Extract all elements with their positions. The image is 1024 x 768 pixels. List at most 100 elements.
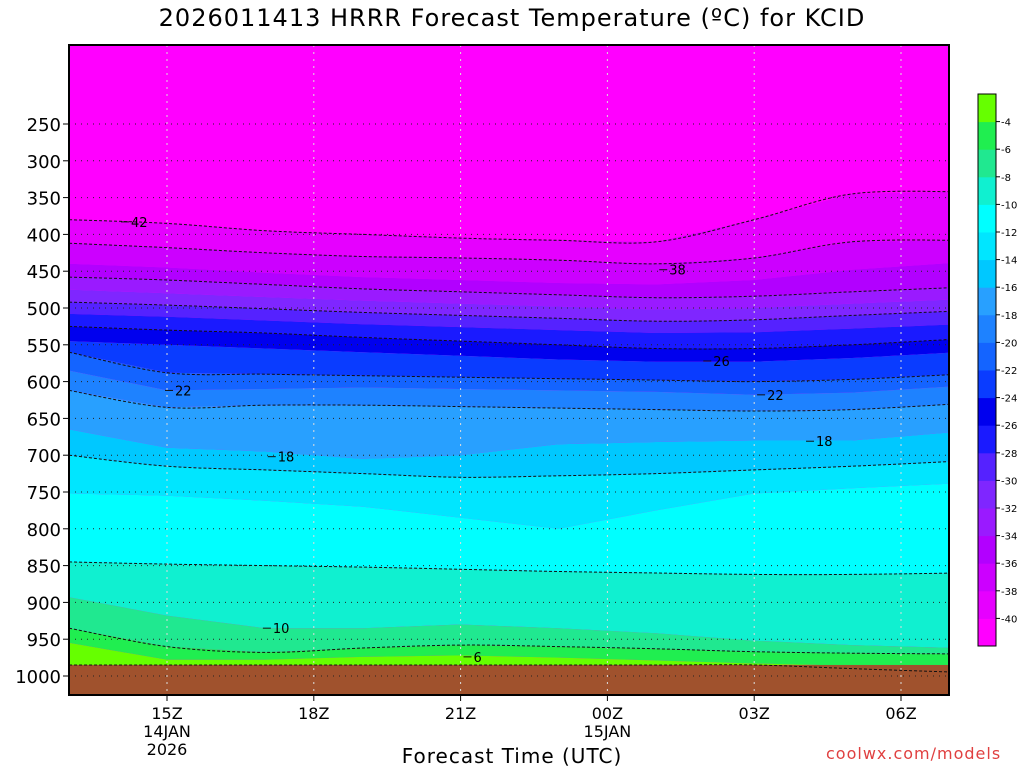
temperature-bands <box>69 191 949 695</box>
y-tick: 900 <box>27 593 69 614</box>
contour-label-text: 22 <box>175 384 192 399</box>
contour-label: 26 <box>703 355 730 370</box>
x-tick: 21Z <box>445 695 476 723</box>
colorbar-tick: -14 <box>996 256 1017 267</box>
isotherm-line <box>69 276 949 299</box>
ground-layer <box>69 664 949 695</box>
contour-label: 22 <box>757 389 784 404</box>
isotherm-line <box>69 627 949 655</box>
y-tick-label: 350 <box>27 189 61 210</box>
temperature-band <box>69 313 949 349</box>
colorbar-tick-label: -26 <box>1001 421 1017 432</box>
x-tick-label: 18Z <box>298 704 329 723</box>
isotherm-line <box>69 301 949 322</box>
colorbar-tick-label: -14 <box>1001 256 1017 267</box>
isotherm-line <box>69 190 949 244</box>
y-tick-label: 750 <box>27 483 61 504</box>
contour-label: 42 <box>120 216 148 231</box>
colorbar-tick-label: -32 <box>1001 504 1017 515</box>
y-tick-label: 800 <box>27 520 61 541</box>
y-tick: 400 <box>27 225 69 246</box>
colorbar-swatch <box>978 232 996 261</box>
contour-label-text: 18 <box>816 435 833 450</box>
colorbar-tick: -38 <box>996 587 1017 598</box>
colorbar-tick-label: -16 <box>1001 283 1017 294</box>
colorbar-tick-label: -30 <box>1001 476 1017 487</box>
x-tick: 03Z <box>739 695 770 723</box>
temperature-band <box>69 326 949 362</box>
y-tick: 250 <box>27 115 69 136</box>
isotherm-line <box>69 561 949 576</box>
temperature-band <box>69 561 949 648</box>
colorbar-tick: -36 <box>996 559 1017 570</box>
y-tick: 700 <box>27 446 69 467</box>
x-tick-label: 15Z <box>151 704 182 723</box>
contour-label: 38 <box>659 264 686 279</box>
temperature-band <box>69 289 949 322</box>
colorbar-swatch <box>978 314 996 343</box>
colorbar-swatch <box>978 342 996 371</box>
colorbar-tick: -32 <box>996 504 1017 515</box>
y-tick-label: 850 <box>27 557 61 578</box>
plot-frame <box>68 44 950 696</box>
colorbar-swatch <box>978 259 996 288</box>
isotherm-line <box>69 454 949 478</box>
colorbar-tick-label: -38 <box>1001 587 1017 598</box>
y-tick-label: 650 <box>27 409 61 430</box>
colorbar-tick: -30 <box>996 476 1017 487</box>
colorbar-swatch <box>978 397 996 426</box>
y-tick: 1000 <box>15 667 69 688</box>
isotherm-line <box>69 389 949 412</box>
y-tick: 600 <box>27 373 69 394</box>
colorbar-tick: -4 <box>996 118 1011 129</box>
colorbar-swatch <box>978 563 996 592</box>
temperature-band <box>69 429 949 478</box>
chart-title: 2026011413 HRRR Forecast Temperature (ºC… <box>158 4 866 32</box>
y-tick: 850 <box>27 557 69 578</box>
contour-label-text: 18 <box>278 451 295 466</box>
colorbar-swatch <box>978 287 996 316</box>
colorbar-swatch <box>978 149 996 178</box>
contour-label-text: 26 <box>713 355 730 370</box>
temperature-band <box>69 352 949 395</box>
x-tick: 06Z <box>885 695 917 723</box>
x-tick-label: 00Z <box>592 704 623 723</box>
y-tick: 450 <box>27 262 69 283</box>
plot-border <box>68 44 950 696</box>
y-tick: 300 <box>27 152 69 173</box>
colorbar-tick-label: -36 <box>1001 559 1017 570</box>
colorbar-tick-label: -10 <box>1001 200 1017 211</box>
y-tick-label: 550 <box>27 336 61 357</box>
contour-label: 18 <box>806 435 833 450</box>
temperature-band <box>69 370 949 411</box>
colorbar-swatch <box>978 425 996 454</box>
colorbar-swatch <box>978 94 996 123</box>
temperature-band <box>69 642 949 672</box>
colorbar-tick: -24 <box>996 394 1017 405</box>
x-tick-date: 14JAN <box>143 722 191 741</box>
isotherm-line <box>69 239 949 265</box>
contour-label-text: 22 <box>767 389 784 404</box>
y-tick: 550 <box>27 336 69 357</box>
y-tick-label: 900 <box>27 593 61 614</box>
y-tick: 650 <box>27 409 69 430</box>
colorbar-tick-label: -18 <box>1001 311 1017 322</box>
y-tick-label: 500 <box>27 299 61 320</box>
isotherm-line <box>69 351 949 383</box>
colorbar-tick: -26 <box>996 421 1017 432</box>
contour-label-text: 10 <box>273 622 290 637</box>
colorbar-tick-label: -22 <box>1001 366 1017 377</box>
y-tick-label: 450 <box>27 262 61 283</box>
x-tick-year: 2026 <box>147 740 188 759</box>
colorbar-swatch <box>978 618 996 647</box>
colorbar-tick-label: -28 <box>1001 449 1017 460</box>
colorbar-tick-label: -12 <box>1001 228 1017 239</box>
temperature-band <box>69 191 949 264</box>
pressure-axis: 250 300 350 400 450 500 550 600 650 700 750 800 850 9… <box>15 115 69 688</box>
isotherm-line <box>69 325 949 350</box>
colorbar-swatch <box>978 204 996 233</box>
temperature-band <box>69 628 949 668</box>
colorbar-tick: -40 <box>996 614 1017 625</box>
colorbar-tick: -34 <box>996 532 1017 543</box>
